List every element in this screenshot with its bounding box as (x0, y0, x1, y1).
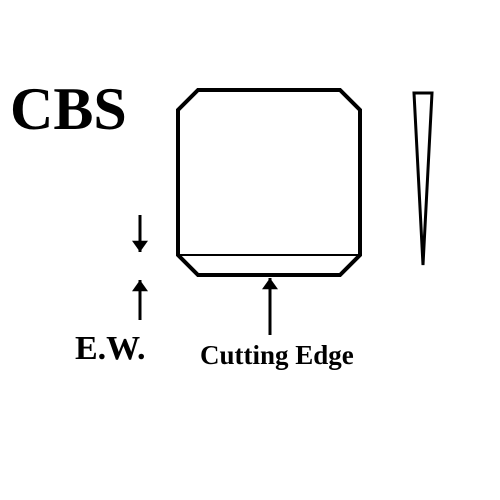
diagram-svg (0, 0, 500, 500)
cutting-edge-arrow (262, 278, 278, 335)
insert-side-outline (414, 93, 432, 265)
ew-upper-arrow (132, 215, 148, 252)
ew-lower-arrow (132, 280, 148, 320)
insert-front-outline (178, 90, 360, 275)
diagram-canvas: CBS E.W. Cutting Edge (0, 0, 500, 500)
